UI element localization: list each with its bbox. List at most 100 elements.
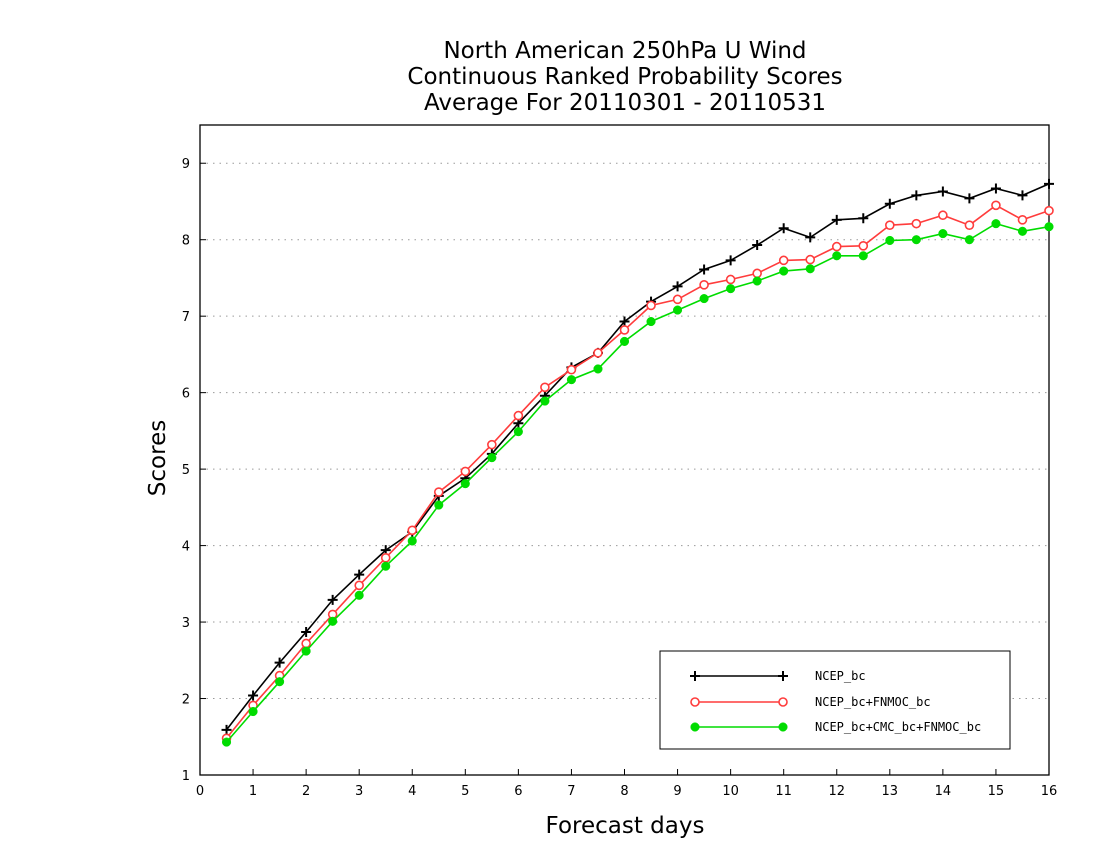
data-point bbox=[805, 232, 816, 243]
data-point bbox=[831, 241, 842, 252]
data-point bbox=[991, 200, 1001, 211]
data-point bbox=[619, 316, 630, 327]
data-point bbox=[221, 724, 232, 735]
series-line bbox=[225, 183, 1050, 731]
x-tick-label: 6 bbox=[514, 784, 522, 799]
x-tick-label: 16 bbox=[1041, 784, 1058, 799]
data-point bbox=[726, 284, 736, 294]
legend-marker bbox=[690, 722, 700, 732]
grid-lines bbox=[200, 162, 1049, 700]
data-point bbox=[990, 183, 1001, 194]
x-tick-label: 11 bbox=[775, 784, 792, 799]
x-tick-label: 12 bbox=[828, 784, 845, 799]
data-point bbox=[354, 590, 364, 600]
y-tick-label: 1 bbox=[182, 769, 190, 784]
legend-box bbox=[659, 650, 1011, 750]
x-tick-label: 8 bbox=[620, 784, 628, 799]
data-point bbox=[1017, 190, 1028, 201]
chart-title: North American 250hPa U Wind Continuous … bbox=[407, 38, 842, 116]
legend-entry-3: NCEP_bc+CMC_bc+FNMOC_bc bbox=[690, 720, 981, 734]
data-point bbox=[381, 561, 391, 571]
x-axis-ticks: 0 1 2 3 4 5 6 7 8 9 10 11 12 13 14 15 16 bbox=[196, 769, 1057, 799]
data-point bbox=[699, 280, 709, 290]
data-point bbox=[301, 638, 311, 649]
data-point bbox=[858, 241, 869, 251]
y-tick-label: 8 bbox=[182, 234, 190, 249]
data-point bbox=[779, 266, 789, 276]
data-point bbox=[699, 294, 709, 304]
legend-label: NCEP_bc bbox=[815, 669, 866, 683]
data-point bbox=[328, 616, 338, 626]
legend-entry-1: NCEP_bc bbox=[690, 669, 866, 683]
data-point bbox=[275, 677, 285, 687]
series-group bbox=[221, 178, 1054, 747]
data-point bbox=[513, 427, 523, 437]
x-tick-label: 5 bbox=[461, 784, 469, 799]
legend-entry-2: NCEP_bc+FNMOC_bc bbox=[690, 695, 931, 709]
title-line-1: North American 250hPa U Wind bbox=[443, 38, 806, 64]
series-3 bbox=[221, 219, 1054, 747]
data-point bbox=[593, 364, 603, 374]
x-tick-label: 15 bbox=[988, 784, 1005, 799]
data-point bbox=[1044, 222, 1054, 232]
y-tick-label: 6 bbox=[182, 387, 190, 402]
data-point bbox=[911, 235, 921, 245]
data-point bbox=[752, 240, 763, 251]
data-point bbox=[991, 219, 1001, 229]
title-line-3: Average For 20110301 - 20110531 bbox=[424, 90, 826, 116]
data-point bbox=[487, 453, 497, 463]
data-point bbox=[619, 336, 630, 346]
data-point bbox=[805, 264, 815, 274]
data-point bbox=[274, 657, 285, 668]
legend-marker bbox=[690, 671, 700, 681]
data-point bbox=[938, 210, 948, 221]
data-point bbox=[858, 251, 868, 261]
data-point bbox=[725, 274, 736, 285]
data-point bbox=[301, 646, 311, 656]
data-point bbox=[566, 375, 576, 385]
x-tick-label: 10 bbox=[722, 784, 739, 799]
x-tick-label: 9 bbox=[673, 784, 681, 799]
data-point bbox=[911, 190, 922, 201]
data-point bbox=[858, 213, 869, 224]
data-point bbox=[487, 439, 497, 450]
data-point bbox=[672, 294, 683, 305]
data-point bbox=[380, 553, 391, 563]
data-point bbox=[646, 300, 656, 311]
data-point bbox=[619, 325, 630, 335]
data-point bbox=[407, 525, 418, 536]
series-2 bbox=[221, 200, 1054, 744]
legend-label: NCEP_bc+FNMOC_bc bbox=[815, 695, 931, 709]
data-point bbox=[885, 235, 895, 246]
data-point bbox=[725, 255, 736, 266]
x-tick-label: 14 bbox=[935, 784, 952, 799]
y-tick-label: 2 bbox=[182, 693, 190, 708]
data-point bbox=[221, 737, 232, 747]
data-point bbox=[460, 466, 471, 477]
y-axis-ticks: 1 2 3 4 5 6 7 8 9 bbox=[182, 157, 206, 784]
legend-marker bbox=[778, 722, 788, 732]
data-point bbox=[646, 316, 656, 327]
data-point bbox=[1044, 178, 1054, 189]
x-tick-label: 1 bbox=[249, 784, 257, 799]
data-point bbox=[832, 251, 842, 261]
x-tick-label: 2 bbox=[302, 784, 310, 799]
x-tick-label: 13 bbox=[882, 784, 899, 799]
legend: NCEP_bc NCEP_bc+FNMOC_bc NCEP_bc+CMC_bc+FN… bbox=[659, 650, 1011, 750]
data-point bbox=[938, 229, 948, 239]
x-tick-label: 0 bbox=[196, 784, 204, 799]
data-point bbox=[593, 348, 603, 358]
data-point bbox=[884, 198, 895, 209]
data-point bbox=[354, 580, 364, 591]
data-point bbox=[831, 214, 842, 225]
legend-marker bbox=[778, 697, 788, 707]
data-point bbox=[752, 276, 762, 286]
data-point bbox=[778, 223, 789, 234]
data-point bbox=[540, 396, 550, 406]
data-point bbox=[1044, 205, 1054, 216]
y-tick-label: 9 bbox=[182, 157, 190, 172]
data-point bbox=[460, 479, 470, 489]
data-point bbox=[434, 500, 444, 510]
data-point bbox=[433, 487, 444, 497]
